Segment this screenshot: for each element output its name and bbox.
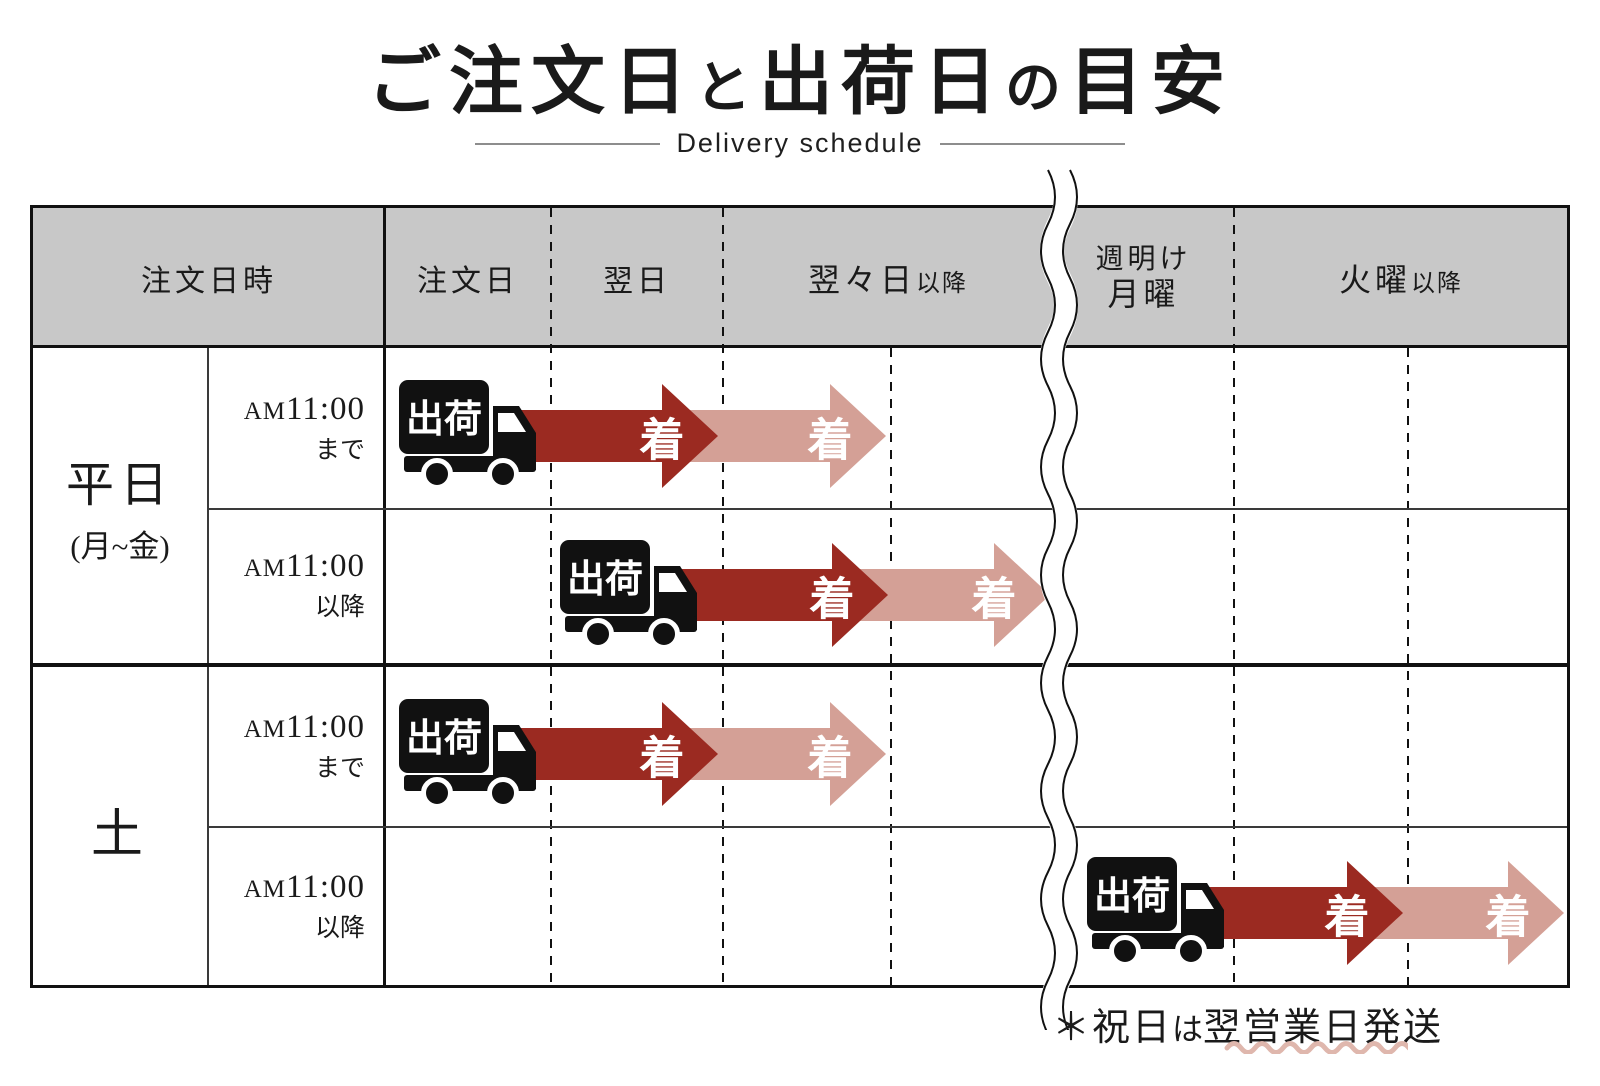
subtitle-right-rule [939, 142, 1125, 145]
note-wavy-underline [1224, 1041, 1408, 1054]
grid-hline-row1 [207, 508, 1567, 510]
table-break-wave [1040, 166, 1078, 1030]
title-part: 出荷日 [759, 42, 1005, 124]
header-tuesday: 火曜 以降 [1338, 262, 1463, 298]
arrive-label: 着 [1485, 891, 1531, 943]
title-part: ご注文日 [367, 42, 695, 124]
arrival-arrow-main-row4: 着 [1200, 861, 1403, 965]
shipping-truck-icon-row2: 出荷 [560, 540, 697, 650]
time-cell-row2: AM 11:00 以降 [243, 548, 365, 621]
arrival-arrow-main-row3: 着 [515, 702, 718, 806]
title-part: 目安 [1069, 42, 1233, 124]
arrive-label: 着 [809, 573, 855, 625]
ship-label: 出荷 [406, 399, 482, 441]
title-particle: の [1005, 58, 1069, 120]
arrive-label: 着 [807, 414, 853, 466]
subtitle: Delivery schedule [0, 128, 1600, 159]
header-order-datetime: 注文日時 [141, 265, 277, 298]
time-cell-row1: AM 11:00 まで [243, 390, 365, 464]
subtitle-text: Delivery schedule [676, 128, 924, 158]
time-cell-row3: AM 11:00 まで [243, 709, 365, 782]
table-header-band [33, 208, 1567, 348]
header-order-day: 注文日 [417, 265, 519, 298]
shipping-truck-icon-row4: 出荷 [1087, 857, 1224, 967]
schedule-table: 注文日時 注文日 翌日 翌々日 以降 週明け 月曜 火曜 以降 [30, 205, 1570, 988]
grid-vline-orderday [383, 208, 386, 985]
ship-label: 出荷 [567, 559, 643, 601]
header-day-after-next: 翌々日 以降 [807, 262, 968, 298]
arrive-label: 着 [639, 414, 685, 466]
arrive-label: 着 [1324, 891, 1370, 943]
grid-hline-section [33, 663, 1567, 667]
group-saturday: 土 [90, 806, 149, 864]
ship-label: 出荷 [406, 718, 482, 760]
page-title: ご注文日 と 出荷日 の 目安 [0, 22, 1600, 129]
header-monday: 週明け 月曜 [1095, 243, 1192, 312]
arrival-arrow-alt-row1: 着 [640, 384, 886, 488]
subtitle-left-rule [475, 142, 661, 145]
grid-vline-dashed-1 [550, 208, 552, 985]
shipping-truck-icon-row3: 出荷 [399, 699, 536, 809]
arrival-arrow-main-row1: 着 [515, 384, 718, 488]
group-weekday: 平日 (月~金) [65, 459, 174, 564]
arrival-arrow-main-row2: 着 [680, 543, 888, 647]
grid-vline-dashed-4 [1233, 208, 1235, 985]
time-cell-row4: AM 11:00 以降 [243, 868, 365, 942]
ship-label: 出荷 [1094, 876, 1170, 918]
header-next-day: 翌日 [603, 265, 671, 298]
arrive-label: 着 [639, 732, 685, 784]
arrive-label: 着 [807, 732, 853, 784]
arrive-label: 着 [971, 573, 1017, 625]
shipping-truck-icon-row1: 出荷 [399, 380, 536, 490]
title-particle: と [695, 58, 759, 120]
grid-hline-row3 [207, 826, 1567, 828]
